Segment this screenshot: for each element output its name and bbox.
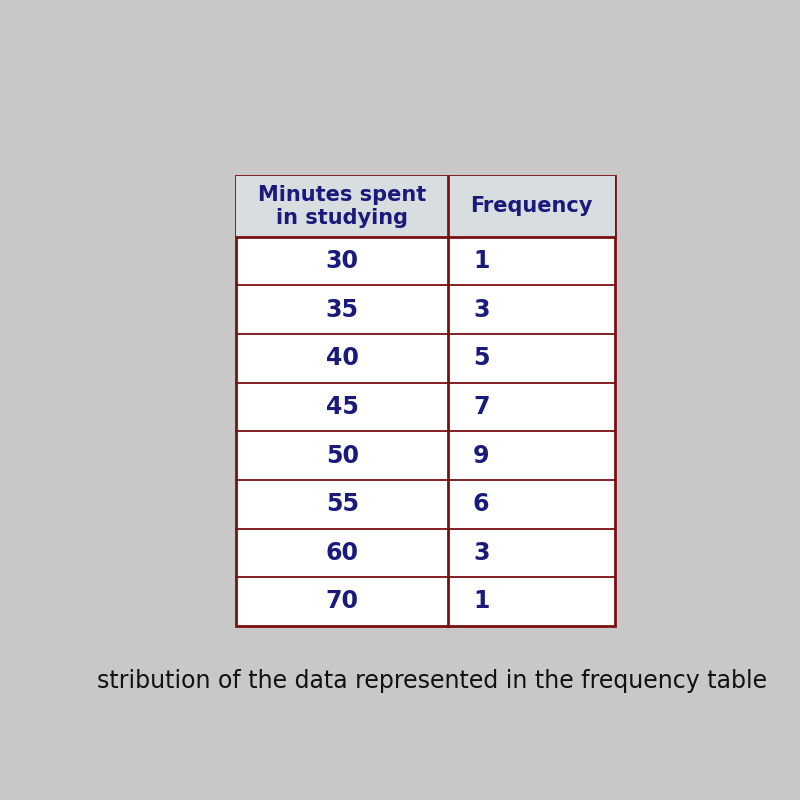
Text: Frequency: Frequency	[470, 197, 593, 217]
Text: 1: 1	[473, 249, 490, 273]
Text: 40: 40	[326, 346, 358, 370]
Text: 6: 6	[473, 492, 490, 516]
Text: 1: 1	[473, 590, 490, 614]
Text: 9: 9	[473, 443, 490, 467]
Bar	[237, 176, 614, 237]
Text: Minutes spent
in studying: Minutes spent in studying	[258, 185, 426, 228]
Text: 3: 3	[473, 541, 490, 565]
Text: stribution of the data represented in the frequency table: stribution of the data represented in th…	[97, 669, 767, 693]
Text: 60: 60	[326, 541, 358, 565]
Text: 35: 35	[326, 298, 358, 322]
Text: 70: 70	[326, 590, 358, 614]
Text: 55: 55	[326, 492, 358, 516]
Text: 45: 45	[326, 395, 358, 419]
Text: 5: 5	[473, 346, 490, 370]
Text: 7: 7	[473, 395, 490, 419]
Text: 50: 50	[326, 443, 358, 467]
Text: 30: 30	[326, 249, 358, 273]
Text: 3: 3	[473, 298, 490, 322]
